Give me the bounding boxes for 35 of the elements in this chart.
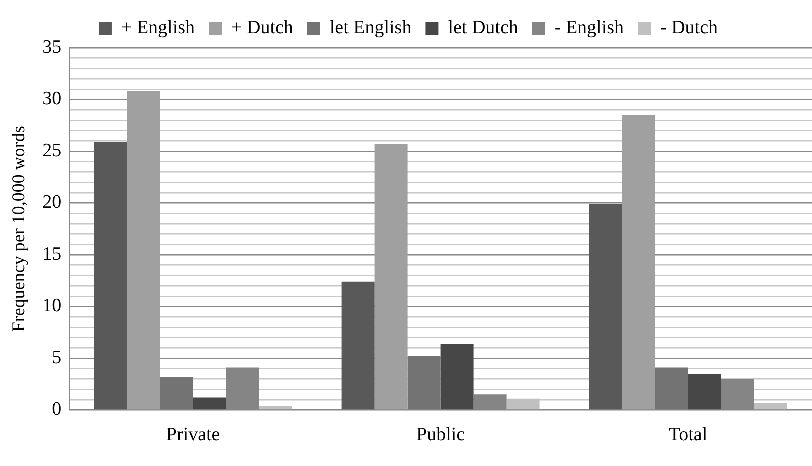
bar bbox=[688, 374, 722, 410]
y-tick-label: 5 bbox=[52, 347, 62, 368]
y-tick-label: 20 bbox=[42, 192, 62, 214]
y-tick-label: 25 bbox=[42, 140, 62, 162]
bar bbox=[655, 368, 688, 410]
bar bbox=[160, 377, 194, 410]
bar bbox=[754, 402, 788, 410]
bar bbox=[721, 379, 754, 410]
x-tick-label: Private bbox=[166, 424, 220, 446]
bar bbox=[259, 406, 292, 410]
legend-label: - English bbox=[554, 17, 625, 38]
legend-label: + Dutch bbox=[232, 17, 294, 38]
y-tick-label: 15 bbox=[42, 244, 62, 265]
y-axis-title: Frequency per 10,000 words bbox=[8, 126, 29, 332]
bar bbox=[374, 144, 408, 410]
bar bbox=[127, 91, 160, 410]
y-tick-label: 10 bbox=[42, 296, 62, 317]
legend-label: let Dutch bbox=[448, 17, 519, 38]
bar bbox=[408, 356, 441, 410]
bar bbox=[342, 282, 375, 410]
bar bbox=[94, 142, 128, 410]
x-tick-label: Public bbox=[416, 424, 466, 446]
y-tick-label: 30 bbox=[42, 88, 62, 110]
bar bbox=[589, 204, 622, 410]
x-tick-label: Total bbox=[668, 424, 708, 446]
y-tick-label: 35 bbox=[42, 36, 62, 58]
bar bbox=[622, 115, 656, 410]
legend-label: + English bbox=[121, 17, 196, 38]
bar bbox=[193, 398, 226, 410]
bar bbox=[440, 344, 474, 410]
legend-label: - Dutch bbox=[660, 17, 719, 38]
y-tick-label: 0 bbox=[52, 399, 62, 420]
legend-label: let English bbox=[330, 17, 412, 38]
bar bbox=[226, 368, 260, 410]
bar bbox=[474, 394, 507, 410]
